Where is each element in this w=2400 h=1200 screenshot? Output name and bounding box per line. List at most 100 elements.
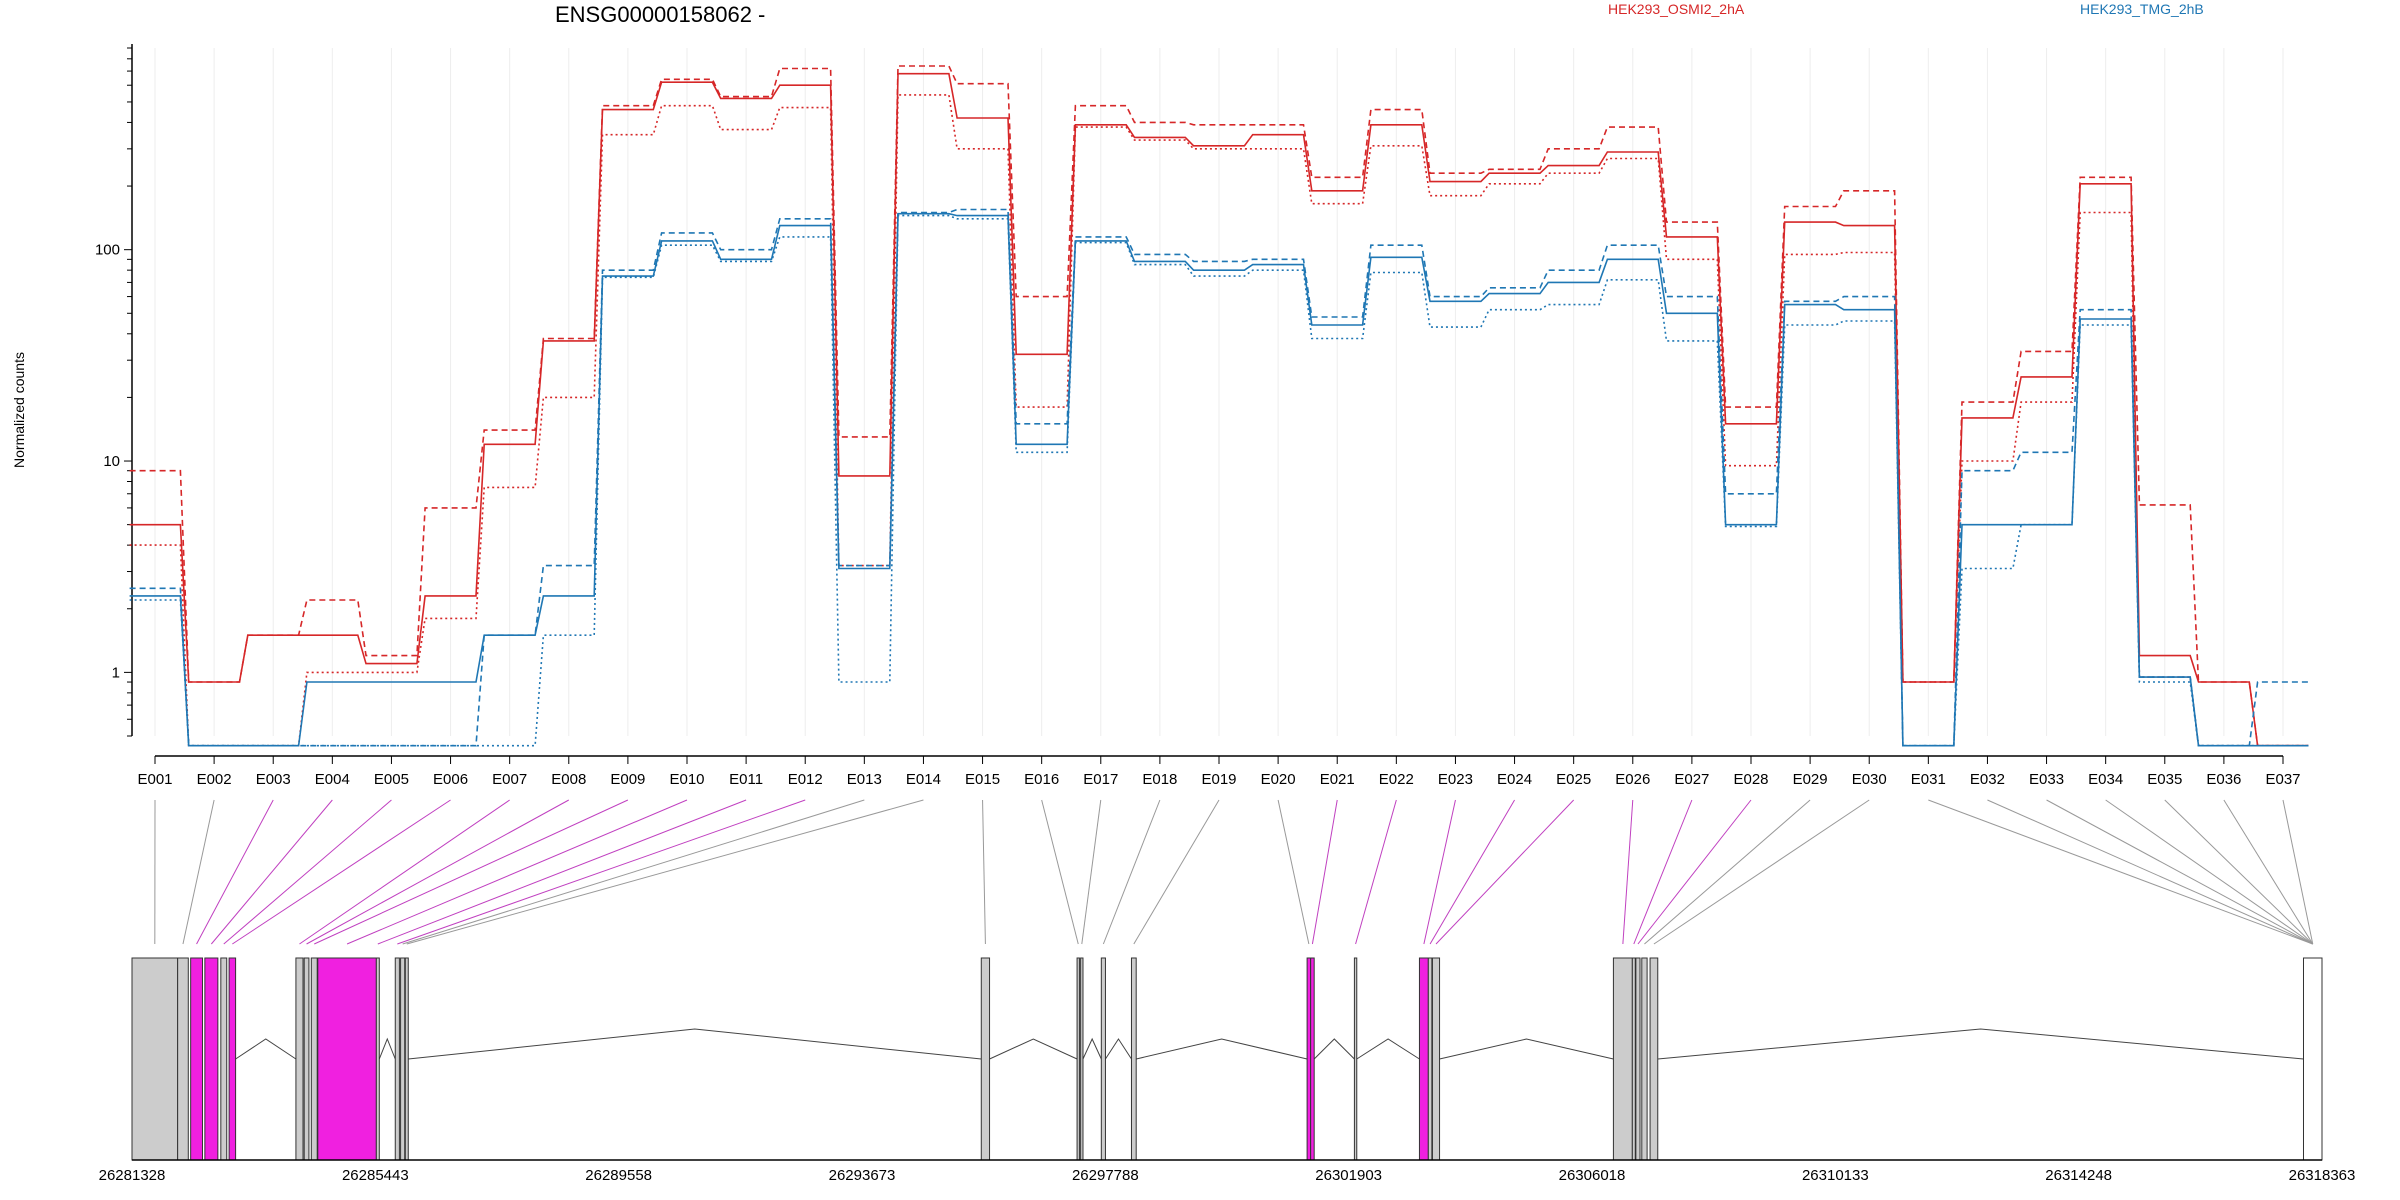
- x-tick-label-e009: E009: [610, 771, 645, 788]
- genomic-tick-label: 26301903: [1315, 1167, 1382, 1184]
- connector-e015: [982, 799, 986, 945]
- x-axis: E001 E002 E003 E004 E005 E006 E007 E008 E009 E010…: [137, 755, 2301, 788]
- connector-e007: [299, 799, 510, 945]
- exon-box: [1418, 957, 1429, 1161]
- connector-e032: [1987, 799, 2313, 945]
- intron-line: [235, 1038, 297, 1060]
- y-tick-label: 100: [95, 242, 120, 259]
- x-tick-label-e023: E023: [1438, 771, 1473, 788]
- genomic-tick-label: 26293673: [829, 1167, 896, 1184]
- connector-e012: [397, 799, 806, 945]
- connector-e013: [402, 799, 865, 945]
- connector-e008: [306, 799, 570, 945]
- genomic-tick-label: 26314248: [2045, 1167, 2112, 1184]
- intron-line: [1439, 1038, 1614, 1060]
- exon-box: [1080, 957, 1084, 1161]
- intron-line: [378, 1037, 396, 1060]
- x-tick-label-e008: E008: [551, 771, 586, 788]
- x-tick-label-e027: E027: [1674, 771, 1709, 788]
- x-tick-label-e017: E017: [1083, 771, 1118, 788]
- genomic-tick-label: 26289558: [585, 1167, 652, 1184]
- intron-line: [1356, 1038, 1420, 1060]
- connector-e011: [377, 799, 747, 945]
- x-tick-label-e005: E005: [374, 771, 409, 788]
- connector-e026: [1622, 799, 1634, 945]
- x-tick-label-e003: E003: [256, 771, 291, 788]
- connector-e028: [1637, 799, 1752, 945]
- exon-box: [177, 957, 189, 1161]
- y-tick-label: 10: [103, 453, 120, 470]
- x-tick-label-e018: E018: [1142, 771, 1177, 788]
- exon-box: [303, 957, 310, 1161]
- connector-e031: [1928, 799, 2313, 945]
- x-tick-label-e029: E029: [1793, 771, 1828, 788]
- connector-e037: [2282, 799, 2314, 945]
- intron-line: [1136, 1038, 1308, 1060]
- vertical-grid: [154, 48, 2284, 736]
- connector-e003: [196, 799, 274, 945]
- genomic-tick-label: 26306018: [1559, 1167, 1626, 1184]
- connector-e020: [1277, 799, 1310, 945]
- connector-e035: [2164, 799, 2314, 945]
- series-lines: [129, 65, 2309, 747]
- y-axis-label: Normalized counts: [11, 352, 27, 468]
- connector-e021: [1311, 799, 1338, 945]
- exon-box: [1310, 957, 1315, 1161]
- legend-label-tmg: HEK293_TMG_2hB: [2080, 1, 2204, 17]
- connector-e027: [1633, 799, 1693, 945]
- exon-box: [310, 957, 318, 1161]
- exon-box: [394, 957, 400, 1161]
- exon-box: [400, 957, 406, 1161]
- gene-model: [131, 957, 2323, 1161]
- genomic-tick-label: 26297788: [1072, 1167, 1139, 1184]
- connector-e018: [1102, 799, 1161, 945]
- genomic-tick-label: 26310133: [1802, 1167, 1869, 1184]
- connector-e036: [2223, 799, 2314, 945]
- x-tick-label-e004: E004: [315, 771, 350, 788]
- intron-line: [1105, 1038, 1132, 1060]
- exon-box: [1612, 957, 1633, 1161]
- exon-box: [1076, 957, 1080, 1161]
- connector-e002: [182, 799, 215, 945]
- x-tick-label-e026: E026: [1615, 771, 1650, 788]
- exon-box: [2302, 957, 2323, 1161]
- exon-box: [980, 957, 991, 1161]
- intron-line: [1082, 1037, 1102, 1060]
- x-tick-label-e016: E016: [1024, 771, 1059, 788]
- genomic-tick-label: 26318363: [2289, 1167, 2356, 1184]
- x-tick-label-e024: E024: [1497, 771, 1532, 788]
- exon-box: [1427, 957, 1433, 1161]
- x-tick-label-e033: E033: [2029, 771, 2064, 788]
- genomic-axis: 26281328 26285443 26289558 26293673 26297788…: [99, 1159, 2356, 1184]
- x-tick-label-e019: E019: [1201, 771, 1236, 788]
- x-tick-label-e022: E022: [1379, 771, 1414, 788]
- genomic-tick-label: 26285443: [342, 1167, 409, 1184]
- exon-box: [220, 957, 228, 1161]
- connector-e029: [1644, 799, 1811, 945]
- x-tick-label-e030: E030: [1852, 771, 1887, 788]
- exon-box: [1130, 957, 1137, 1161]
- connector-e010: [346, 799, 688, 945]
- exon-box: [1631, 957, 1636, 1161]
- x-tick-label-e032: E032: [1970, 771, 2005, 788]
- connector-e009: [314, 799, 629, 945]
- connector-e004: [210, 799, 333, 945]
- exon-box: [228, 957, 237, 1161]
- y-tick-label: 1: [112, 664, 120, 681]
- x-tick-label-e013: E013: [847, 771, 882, 788]
- connector-e019: [1133, 799, 1220, 945]
- x-tick-label-e007: E007: [492, 771, 527, 788]
- exon-box: [1353, 957, 1358, 1161]
- connector-e017: [1081, 799, 1102, 945]
- x-tick-label-e012: E012: [788, 771, 823, 788]
- exon-box: [375, 957, 380, 1161]
- x-tick-label-e035: E035: [2147, 771, 2182, 788]
- x-tick-label-e031: E031: [1911, 771, 1946, 788]
- x-tick-label-e020: E020: [1261, 771, 1296, 788]
- x-tick-label-e001: E001: [137, 771, 172, 788]
- exon-box: [1641, 957, 1648, 1161]
- exon-box: [1100, 957, 1106, 1161]
- connector-lines: [154, 799, 2314, 945]
- exon-box: [204, 957, 219, 1161]
- exon-box: [317, 957, 377, 1161]
